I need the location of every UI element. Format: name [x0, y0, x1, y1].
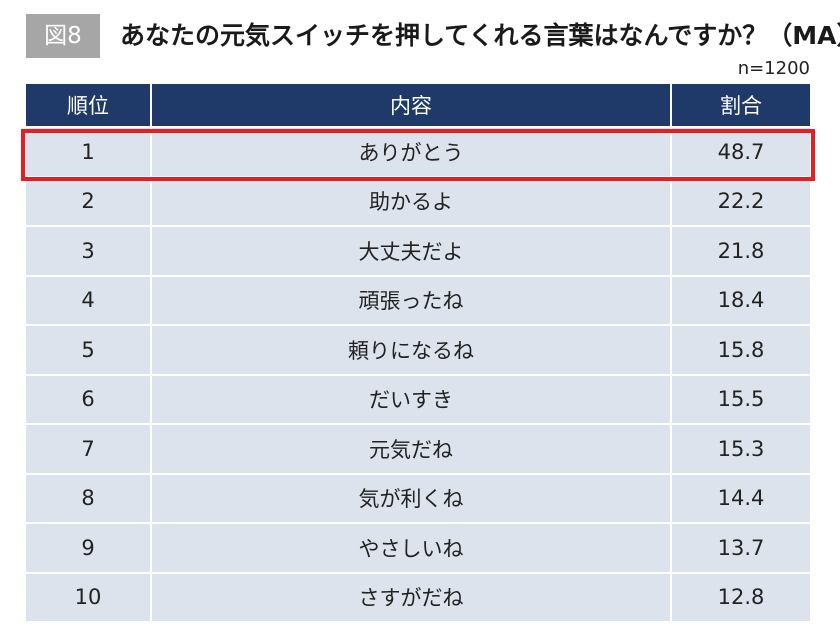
row-content: 助かるよ: [152, 177, 672, 227]
row-rank: 2: [26, 177, 152, 227]
row-rank: 9: [26, 524, 152, 574]
row-percent: 13.7: [672, 524, 810, 574]
row-percent: 21.8: [672, 227, 810, 277]
row-percent: 22.2: [672, 177, 810, 227]
row-content: 気が利くね: [152, 474, 672, 524]
sample-size-label: n=1200: [737, 58, 810, 79]
row-percent: 48.7: [672, 128, 810, 178]
row-percent: 15.3: [672, 425, 810, 475]
page-title: あなたの元気スイッチを押してくれる言葉はなんですか？（MA）: [120, 21, 840, 50]
table-row: 8 気が利くね 14.4: [26, 474, 810, 524]
table-row: 6 だいすき 15.5: [26, 375, 810, 425]
table-row: 2 助かるよ 22.2: [26, 177, 810, 227]
table-row: 7 元気だね 15.3: [26, 425, 810, 475]
table-row: 9 やさしいね 13.7: [26, 524, 810, 574]
row-percent: 14.4: [672, 474, 810, 524]
table-row: 10 さすがだね 12.8: [26, 573, 810, 623]
row-rank: 4: [26, 276, 152, 326]
table-row: 4 頑張ったね 18.4: [26, 276, 810, 326]
row-content: 頑張ったね: [152, 276, 672, 326]
row-rank: 6: [26, 375, 152, 425]
header-percent: 割合: [672, 84, 810, 128]
ranking-table: 順位 内容 割合 1 ありがとう 48.7 2 助かるよ 22.2 3 大丈夫だよ 21.8 4 頑…: [26, 84, 810, 623]
row-content: ありがとう: [152, 128, 672, 178]
row-content: 頼りになるね: [152, 326, 672, 376]
table-body: 1 ありがとう 48.7 2 助かるよ 22.2 3 大丈夫だよ 21.8 4 頑張ったね 18.4 5…: [26, 128, 810, 623]
row-rank: 10: [26, 573, 152, 623]
table-row: 5 頼りになるね 15.8: [26, 326, 810, 376]
row-content: 元気だね: [152, 425, 672, 475]
row-percent: 12.8: [672, 573, 810, 623]
header-rank: 順位: [26, 84, 152, 128]
row-content: さすがだね: [152, 573, 672, 623]
figure-label: 図8: [26, 14, 100, 58]
row-rank: 1: [26, 128, 152, 178]
table-header-row: 順位 内容 割合: [26, 84, 810, 128]
row-rank: 7: [26, 425, 152, 475]
row-content: やさしいね: [152, 524, 672, 574]
row-percent: 18.4: [672, 276, 810, 326]
row-percent: 15.5: [672, 375, 810, 425]
row-content: だいすき: [152, 375, 672, 425]
header-content: 内容: [152, 84, 672, 128]
row-rank: 8: [26, 474, 152, 524]
row-rank: 3: [26, 227, 152, 277]
row-rank: 5: [26, 326, 152, 376]
row-percent: 15.8: [672, 326, 810, 376]
row-content: 大丈夫だよ: [152, 227, 672, 277]
table-row: 3 大丈夫だよ 21.8: [26, 227, 810, 277]
table-row: 1 ありがとう 48.7: [26, 128, 810, 178]
